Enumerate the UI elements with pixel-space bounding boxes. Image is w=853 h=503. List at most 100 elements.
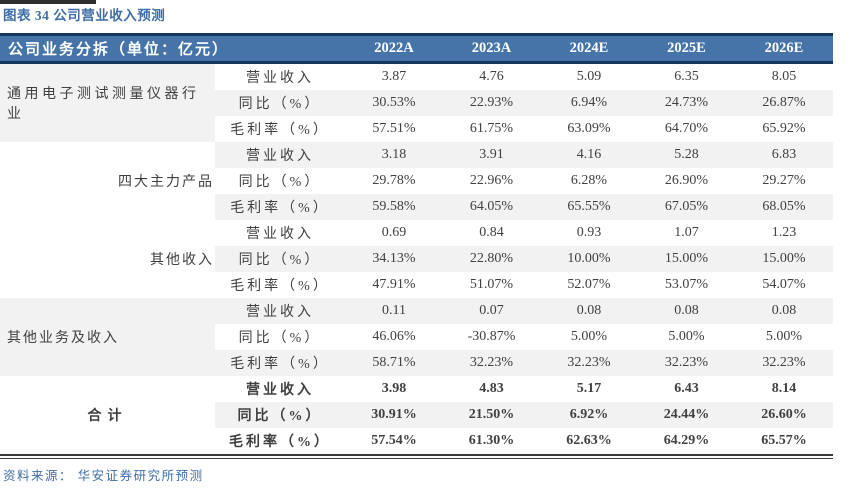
metric-label-cell: 同比（%） <box>215 402 346 428</box>
value-cell: 29.78% <box>345 168 444 194</box>
value-cell: 22.80% <box>443 246 541 272</box>
table-row: 毛利率（%） 57.51% 61.75% 63.09% 64.70% 65.92… <box>0 116 834 142</box>
value-cell: 3.87 <box>345 62 444 90</box>
value-cell: 26.90% <box>638 168 736 194</box>
table-row: 同比（%） 30.53% 22.93% 6.94% 24.73% 26.87% <box>0 90 834 116</box>
value-cell: 32.23% <box>638 350 736 376</box>
table-row: 其他业务及收入 营业收入 0.11 0.07 0.08 0.08 0.08 <box>0 298 834 376</box>
value-cell: 21.50% <box>443 402 541 428</box>
value-cell: 62.63% <box>540 428 639 454</box>
group-cell-general-instruments: 通用电子测试测量仪器行业 <box>0 62 215 142</box>
value-cell: 34.13% <box>345 246 444 272</box>
header-business-split: 公司业务分拆（单位：亿元） <box>0 33 346 64</box>
value-cell: 5.00% <box>638 324 736 350</box>
metric-label-cell: 同比（%） <box>215 324 346 350</box>
value-cell: 0.07 <box>443 298 541 324</box>
metric-label-cell: 营业收入 <box>215 142 346 168</box>
metric-label-cell: 同比（%） <box>215 246 346 272</box>
value-cell: 1.07 <box>638 220 736 246</box>
metric-label-cell: 毛利率（%） <box>215 428 346 454</box>
metric-label-cell: 同比（%） <box>215 168 346 194</box>
value-cell: 64.05% <box>443 194 541 220</box>
figure-title: 图表 34 公司营业收入预测 <box>3 8 166 23</box>
value-cell: 30.91% <box>345 402 444 428</box>
table-header-row: 公司业务分拆（单位：亿元） 2022A 2023A 2024E 2025E 20… <box>0 33 834 64</box>
value-cell: 67.05% <box>638 194 736 220</box>
value-cell: 6.83 <box>735 142 834 168</box>
metric-label-cell: 毛利率（%） <box>215 272 346 298</box>
value-cell: 4.16 <box>540 142 639 168</box>
value-cell: 6.92% <box>540 402 639 428</box>
value-cell: 57.54% <box>345 428 444 454</box>
value-cell: 6.43 <box>638 376 736 402</box>
header-year-2025e: 2025E <box>638 33 736 64</box>
revenue-forecast-table: 公司业务分拆（单位：亿元） 2022A 2023A 2024E 2025E 20… <box>0 33 834 454</box>
table-row: 毛利率（%） 59.58% 64.05% 65.55% 67.05% 68.05… <box>0 194 834 220</box>
value-cell: 52.07% <box>540 272 639 298</box>
value-cell: 5.00% <box>540 324 639 350</box>
value-cell: 15.00% <box>735 246 834 272</box>
value-cell: 59.58% <box>345 194 444 220</box>
table-row: 其他收入 营业收入 0.69 0.84 0.93 1.07 1.23 <box>0 220 834 298</box>
header-year-2023a: 2023A <box>443 33 541 64</box>
value-cell: 0.08 <box>540 298 639 324</box>
group-cell-other-income: 其他收入 <box>0 220 215 298</box>
group-cell-total: 合计 <box>0 376 215 454</box>
metric-label-cell: 毛利率（%） <box>215 350 346 376</box>
value-cell: 54.07% <box>735 272 834 298</box>
value-cell: 6.35 <box>638 62 736 90</box>
value-cell: 3.18 <box>345 142 444 168</box>
header-year-2026e: 2026E <box>735 33 834 64</box>
value-cell: 22.96% <box>443 168 541 194</box>
value-cell: 46.06% <box>345 324 444 350</box>
metric-label-cell: 毛利率（%） <box>215 116 346 142</box>
value-cell: 30.53% <box>345 90 444 116</box>
value-cell: 6.28% <box>540 168 639 194</box>
value-cell: 61.75% <box>443 116 541 142</box>
value-cell: 61.30% <box>443 428 541 454</box>
value-cell: 64.29% <box>638 428 736 454</box>
value-cell: 24.73% <box>638 90 736 116</box>
table-bottom-double-rule <box>0 454 833 459</box>
value-cell: 0.69 <box>345 220 444 246</box>
value-cell: 22.93% <box>443 90 541 116</box>
table-row: 通用电子测试测量仪器行业 营业收入 3.87 4.76 5.09 6.35 8.… <box>0 62 834 142</box>
value-cell: 0.11 <box>345 298 444 324</box>
value-cell: 26.60% <box>735 402 834 428</box>
value-cell: 4.83 <box>443 376 541 402</box>
value-cell: 1.23 <box>735 220 834 246</box>
value-cell: 6.94% <box>540 90 639 116</box>
table-row-total: 同比（%） 30.91% 21.50% 6.92% 24.44% 26.60% <box>0 402 834 428</box>
value-cell: 0.08 <box>735 298 834 324</box>
table-row-total: 合计 营业收入 3.98 4.83 5.17 6.43 8.14 <box>0 376 834 454</box>
value-cell: 3.98 <box>345 376 444 402</box>
top-edge-artifact <box>0 0 96 4</box>
group-cell-other-business: 其他业务及收入 <box>0 298 215 376</box>
value-cell: 15.00% <box>638 246 736 272</box>
metric-label-cell: 营业收入 <box>215 298 346 324</box>
value-cell: 32.23% <box>443 350 541 376</box>
value-cell: 47.91% <box>345 272 444 298</box>
value-cell: 65.92% <box>735 116 834 142</box>
metric-label-cell: 同比（%） <box>215 90 346 116</box>
value-cell: 5.00% <box>735 324 834 350</box>
table-row: 四大主力产品 营业收入 3.18 3.91 4.16 5.28 6.83 <box>0 142 834 220</box>
table-row: 同比（%） 46.06% -30.87% 5.00% 5.00% 5.00% <box>0 324 834 350</box>
value-cell: 29.27% <box>735 168 834 194</box>
table-row: 毛利率（%） 58.71% 32.23% 32.23% 32.23% 32.23… <box>0 350 834 376</box>
value-cell: 0.84 <box>443 220 541 246</box>
value-cell: 5.09 <box>540 62 639 90</box>
value-cell: 65.57% <box>735 428 834 454</box>
group-cell-four-main-products: 四大主力产品 <box>0 142 215 220</box>
value-cell: 4.76 <box>443 62 541 90</box>
value-cell: 64.70% <box>638 116 736 142</box>
value-cell: 32.23% <box>540 350 639 376</box>
value-cell: 63.09% <box>540 116 639 142</box>
value-cell: 0.08 <box>638 298 736 324</box>
value-cell: 24.44% <box>638 402 736 428</box>
value-cell: 58.71% <box>345 350 444 376</box>
table-row: 同比（%） 34.13% 22.80% 10.00% 15.00% 15.00% <box>0 246 834 272</box>
value-cell: 57.51% <box>345 116 444 142</box>
value-cell: 5.28 <box>638 142 736 168</box>
